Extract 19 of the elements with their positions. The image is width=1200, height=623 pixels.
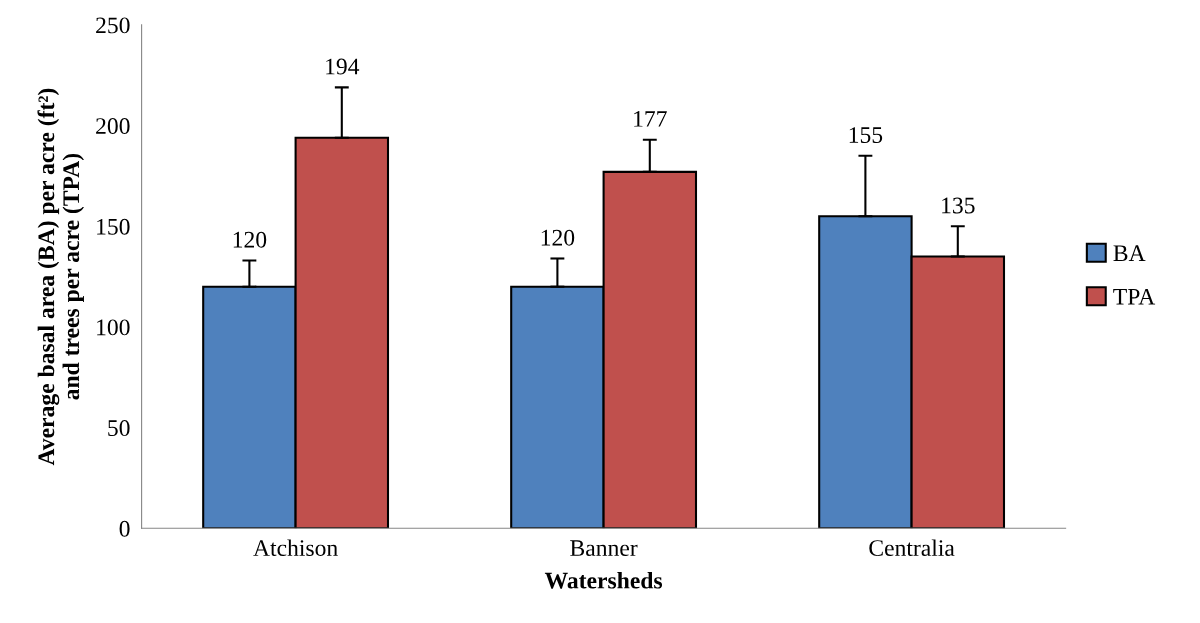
x-tick-label: Centralia — [869, 539, 955, 557]
data-label: 177 — [634, 111, 667, 127]
y-tick-label: 0 — [119, 520, 130, 537]
legend-label: TPA — [1113, 288, 1156, 305]
y-tick-label: 50 — [108, 420, 130, 437]
y-tick-label: 250 — [96, 17, 130, 34]
data-label: 194 — [326, 58, 360, 75]
data-label: 135 — [942, 197, 975, 214]
x-axis-title: Watersheds — [544, 571, 663, 589]
legend-label: BA — [1113, 245, 1146, 262]
y-axis-title: Average basal area (BA) per acre (ft²) and trees per acre (TPA) — [37, 88, 84, 466]
x-tick-label: Banner — [570, 540, 638, 557]
y-tick-label: 200 — [96, 118, 130, 135]
data-label: 155 — [849, 127, 883, 143]
x-tick-label: Atchison — [253, 539, 338, 557]
y-tick-label: 150 — [97, 218, 130, 235]
data-label: 120 — [541, 229, 575, 246]
y-tick-label: 100 — [97, 319, 130, 336]
data-label: 120 — [233, 231, 267, 248]
